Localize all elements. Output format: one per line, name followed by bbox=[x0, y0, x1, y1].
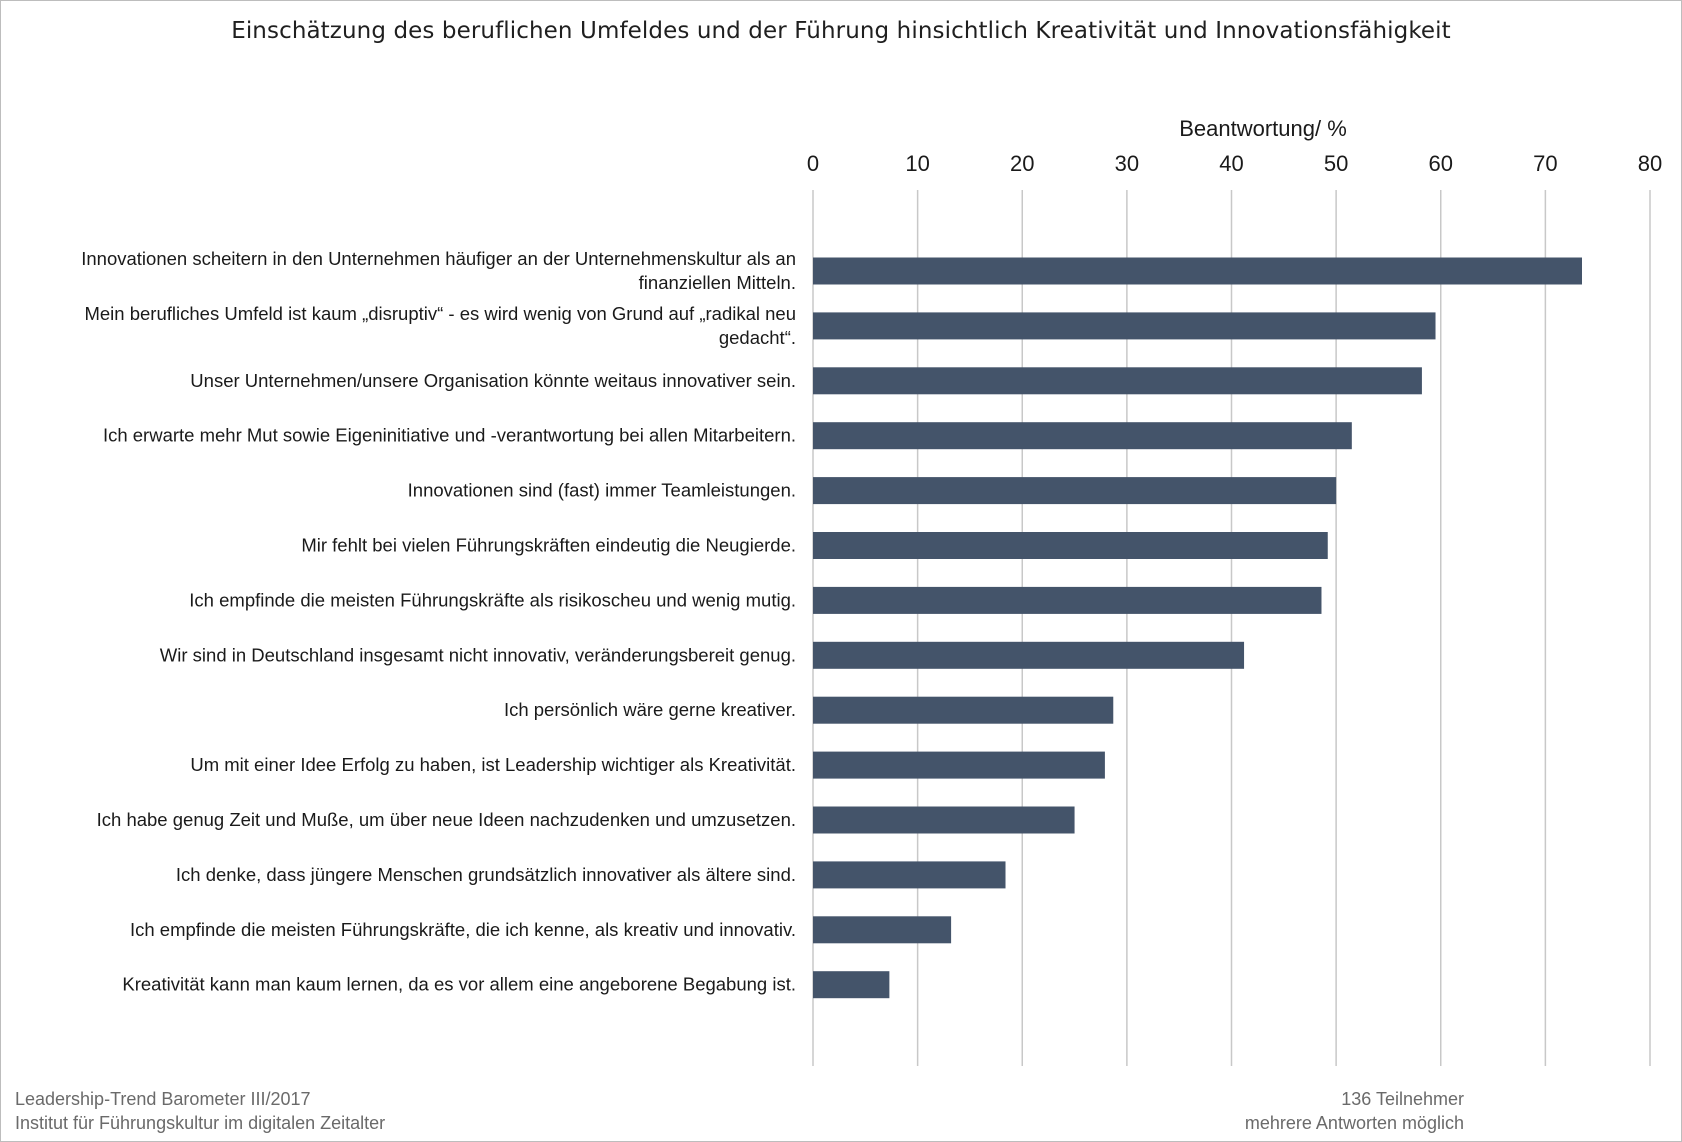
category-label-12: Ich denke, dass jüngere Menschen grundsä… bbox=[176, 864, 796, 885]
x-tick-label: 60 bbox=[1429, 151, 1453, 176]
category-label-10: Um mit einer Idee Erfolg zu haben, ist L… bbox=[190, 754, 796, 775]
x-tick-label: 0 bbox=[807, 151, 819, 176]
bar-14 bbox=[813, 971, 890, 999]
x-tick-label: 40 bbox=[1219, 151, 1243, 176]
category-label-11: Ich habe genug Zeit und Muße, um über ne… bbox=[97, 809, 796, 830]
category-label-2: Mein berufliches Umfeld ist kaum „disrup… bbox=[84, 303, 796, 324]
footer-participants: 136 Teilnehmer bbox=[1341, 1089, 1464, 1109]
footer-source-line2: Institut für Führungskultur im digitalen… bbox=[15, 1113, 386, 1133]
x-axis-ticks: 0 10 20 30 40 50 60 70 80 bbox=[807, 151, 1662, 176]
chart-title: Einschätzung des beruflichen Umfeldes un… bbox=[231, 18, 1451, 44]
bars bbox=[813, 257, 1582, 999]
x-tick-label: 20 bbox=[1010, 151, 1034, 176]
category-label-6: Mir fehlt bei vielen Führungskräften ein… bbox=[301, 535, 796, 556]
bar-10 bbox=[813, 751, 1105, 779]
bar-7 bbox=[813, 586, 1322, 614]
x-tick-label: 30 bbox=[1115, 151, 1139, 176]
footer-source-line1: Leadership-Trend Barometer III/2017 bbox=[15, 1089, 311, 1109]
category-label-2: gedacht“. bbox=[719, 327, 796, 348]
bar-9 bbox=[813, 696, 1114, 724]
bar-2 bbox=[813, 312, 1436, 340]
category-label-14: Kreativität kann man kaum lernen, da es … bbox=[122, 974, 796, 995]
bar-11 bbox=[813, 806, 1075, 834]
x-tick-label: 70 bbox=[1533, 151, 1557, 176]
category-label-3: Unser Unternehmen/unsere Organisation kö… bbox=[190, 370, 796, 391]
x-axis-title: Beantwortung/ % bbox=[1179, 116, 1347, 141]
bar-13 bbox=[813, 916, 952, 944]
category-label-1: Innovationen scheitern in den Unternehme… bbox=[81, 248, 796, 269]
category-label-5: Innovationen sind (fast) immer Teamleist… bbox=[408, 480, 796, 501]
footer-source: Leadership-Trend Barometer III/2017 Inst… bbox=[15, 1087, 385, 1135]
x-tick-label: 50 bbox=[1324, 151, 1348, 176]
x-tick-label: 10 bbox=[905, 151, 929, 176]
bar-3 bbox=[813, 367, 1422, 395]
footer-multiple-answers: mehrere Antworten möglich bbox=[1244, 1113, 1464, 1133]
category-labels: Innovationen scheitern in den Unternehme… bbox=[81, 248, 796, 995]
bar-6 bbox=[813, 532, 1328, 559]
bar-8 bbox=[813, 641, 1245, 669]
bar-5 bbox=[813, 477, 1337, 505]
bar-12 bbox=[813, 861, 1006, 889]
category-label-8: Wir sind in Deutschland insgesamt nicht … bbox=[160, 644, 796, 665]
category-label-4: Ich erwarte mehr Mut sowie Eigeninitiati… bbox=[103, 425, 796, 446]
x-tick-label: 80 bbox=[1638, 151, 1662, 176]
bar-4 bbox=[813, 422, 1352, 450]
category-label-1: finanziellen Mitteln. bbox=[639, 272, 796, 293]
category-label-7: Ich empfinde die meisten Führungskräfte … bbox=[189, 589, 796, 610]
bar-1 bbox=[813, 257, 1582, 285]
category-label-13: Ich empfinde die meisten Führungskräfte,… bbox=[130, 919, 796, 940]
footer-notes: 136 Teilnehmer mehrere Antworten möglich bbox=[1245, 1087, 1464, 1135]
category-label-9: Ich persönlich wäre gerne kreativer. bbox=[504, 699, 796, 720]
